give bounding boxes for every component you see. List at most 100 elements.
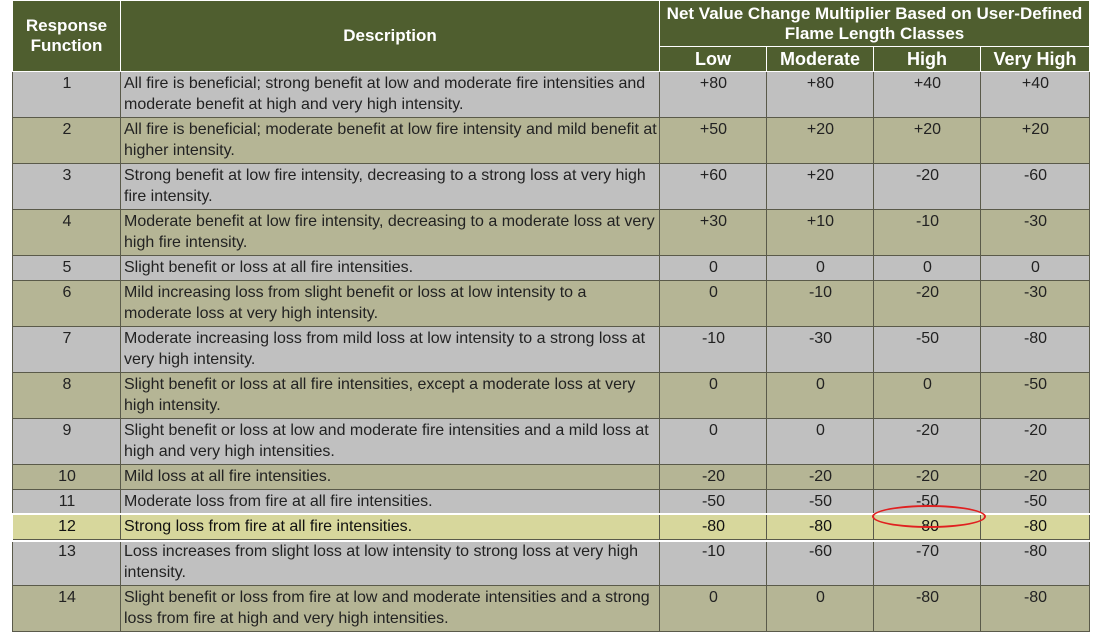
cell-moderate: -10 <box>766 280 874 327</box>
cell-high: 0 <box>873 255 981 281</box>
cell-low: -10 <box>659 539 767 586</box>
cell-very-high: 0 <box>980 255 1090 281</box>
cell-very-high: -50 <box>980 372 1090 419</box>
header-class-very-high: Very High <box>980 46 1090 72</box>
cell-high: -10 <box>873 209 981 256</box>
cell-moderate: -20 <box>766 464 874 490</box>
cell-moderate: -50 <box>766 489 874 515</box>
cell-high: 0 <box>873 372 981 419</box>
cell-very-high: -30 <box>980 280 1090 327</box>
cell-high: +40 <box>873 71 981 118</box>
table-row: 4 Moderate benefit at low fire intensity… <box>12 209 1090 256</box>
row-description: Strong loss from fire at all fire intens… <box>120 514 660 540</box>
cell-high: -50 <box>873 489 981 515</box>
cell-low: 0 <box>659 372 767 419</box>
table-row: 3 Strong benefit at low fire intensity, … <box>12 163 1090 210</box>
response-function-table: Response Function Description Net Value … <box>10 0 1092 632</box>
header-class-low: Low <box>659 46 767 72</box>
row-description: Moderate benefit at low fire intensity, … <box>120 209 660 256</box>
cell-moderate: -80 <box>766 514 874 540</box>
cell-moderate: 0 <box>766 255 874 281</box>
cell-low: +80 <box>659 71 767 118</box>
row-id: 4 <box>12 209 121 256</box>
cell-very-high: -20 <box>980 418 1090 465</box>
cell-low: 0 <box>659 255 767 281</box>
cell-high: -80 <box>873 585 981 632</box>
header-description: Description <box>120 0 660 72</box>
table-row: 5 Slight benefit or loss at all fire int… <box>12 255 1090 281</box>
table-row: 1 All fire is beneficial; strong benefit… <box>12 71 1090 118</box>
cell-high: -50 <box>873 326 981 373</box>
cell-high: -20 <box>873 163 981 210</box>
cell-very-high: +20 <box>980 117 1090 164</box>
row-description: All fire is beneficial; strong benefit a… <box>120 71 660 118</box>
row-description: Moderate loss from fire at all fire inte… <box>120 489 660 515</box>
row-id: 8 <box>12 372 121 419</box>
row-description: Moderate increasing loss from mild loss … <box>120 326 660 373</box>
row-id: 1 <box>12 71 121 118</box>
row-description: Slight benefit or loss at low and modera… <box>120 418 660 465</box>
table-row: 11 Moderate loss from fire at all fire i… <box>12 489 1090 515</box>
table-row: 13 Loss increases from slight loss at lo… <box>12 539 1090 586</box>
cell-very-high: +40 <box>980 71 1090 118</box>
cell-low: 0 <box>659 418 767 465</box>
row-id: 12 <box>12 514 121 540</box>
cell-high: -80 <box>873 514 981 540</box>
cell-moderate: -30 <box>766 326 874 373</box>
row-description: Mild increasing loss from slight benefit… <box>120 280 660 327</box>
row-id: 14 <box>12 585 121 632</box>
cell-very-high: -20 <box>980 464 1090 490</box>
row-description: Mild loss at all fire intensities. <box>120 464 660 490</box>
cell-low: +50 <box>659 117 767 164</box>
cell-low: 0 <box>659 280 767 327</box>
cell-low: -20 <box>659 464 767 490</box>
cell-moderate: +10 <box>766 209 874 256</box>
cell-low: 0 <box>659 585 767 632</box>
table-row-highlighted: 12 Strong loss from fire at all fire int… <box>10 512 1092 542</box>
table-row: 10 Mild loss at all fire intensities. -2… <box>12 464 1090 490</box>
cell-moderate: +20 <box>766 117 874 164</box>
cell-moderate: 0 <box>766 372 874 419</box>
row-id: 10 <box>12 464 121 490</box>
row-description: Loss increases from slight loss at low i… <box>120 539 660 586</box>
row-description: Slight benefit or loss at all fire inten… <box>120 372 660 419</box>
cell-very-high: -80 <box>980 514 1090 540</box>
row-id: 2 <box>12 117 121 164</box>
cell-moderate: -60 <box>766 539 874 586</box>
table-row: 8 Slight benefit or loss at all fire int… <box>12 372 1090 419</box>
row-id: 11 <box>12 489 121 515</box>
header-row-top: Response Function Description Net Value … <box>12 0 1090 72</box>
cell-high: -70 <box>873 539 981 586</box>
cell-low: +30 <box>659 209 767 256</box>
cell-high: -20 <box>873 418 981 465</box>
cell-moderate: 0 <box>766 418 874 465</box>
cell-very-high: -60 <box>980 163 1090 210</box>
cell-very-high: -80 <box>980 585 1090 632</box>
table-row: 7 Moderate increasing loss from mild los… <box>12 326 1090 373</box>
table-row: 9 Slight benefit or loss at low and mode… <box>12 418 1090 465</box>
row-id: 5 <box>12 255 121 281</box>
table-row: 2 All fire is beneficial; moderate benef… <box>12 117 1090 164</box>
header-row-classes: Low Moderate High Very High <box>13 46 1090 72</box>
cell-very-high: -50 <box>980 489 1090 515</box>
row-description: All fire is beneficial; moderate benefit… <box>120 117 660 164</box>
table-row: 14 Slight benefit or loss from fire at l… <box>12 585 1090 632</box>
cell-moderate: +80 <box>766 71 874 118</box>
header-class-high: High <box>873 46 981 72</box>
cell-low: +60 <box>659 163 767 210</box>
cell-low: -80 <box>659 514 767 540</box>
cell-high: -20 <box>873 280 981 327</box>
cell-very-high: -30 <box>980 209 1090 256</box>
cell-very-high: -80 <box>980 539 1090 586</box>
cell-low: -50 <box>659 489 767 515</box>
cell-moderate: +20 <box>766 163 874 210</box>
row-id: 9 <box>12 418 121 465</box>
response-function-table-wrapper: Response Function Description Net Value … <box>10 0 1092 632</box>
cell-high: +20 <box>873 117 981 164</box>
row-description: Slight benefit or loss from fire at low … <box>120 585 660 632</box>
cell-low: -10 <box>659 326 767 373</box>
row-description: Slight benefit or loss at all fire inten… <box>120 255 660 281</box>
header-class-moderate: Moderate <box>766 46 874 72</box>
row-id: 7 <box>12 326 121 373</box>
row-id: 13 <box>12 539 121 586</box>
